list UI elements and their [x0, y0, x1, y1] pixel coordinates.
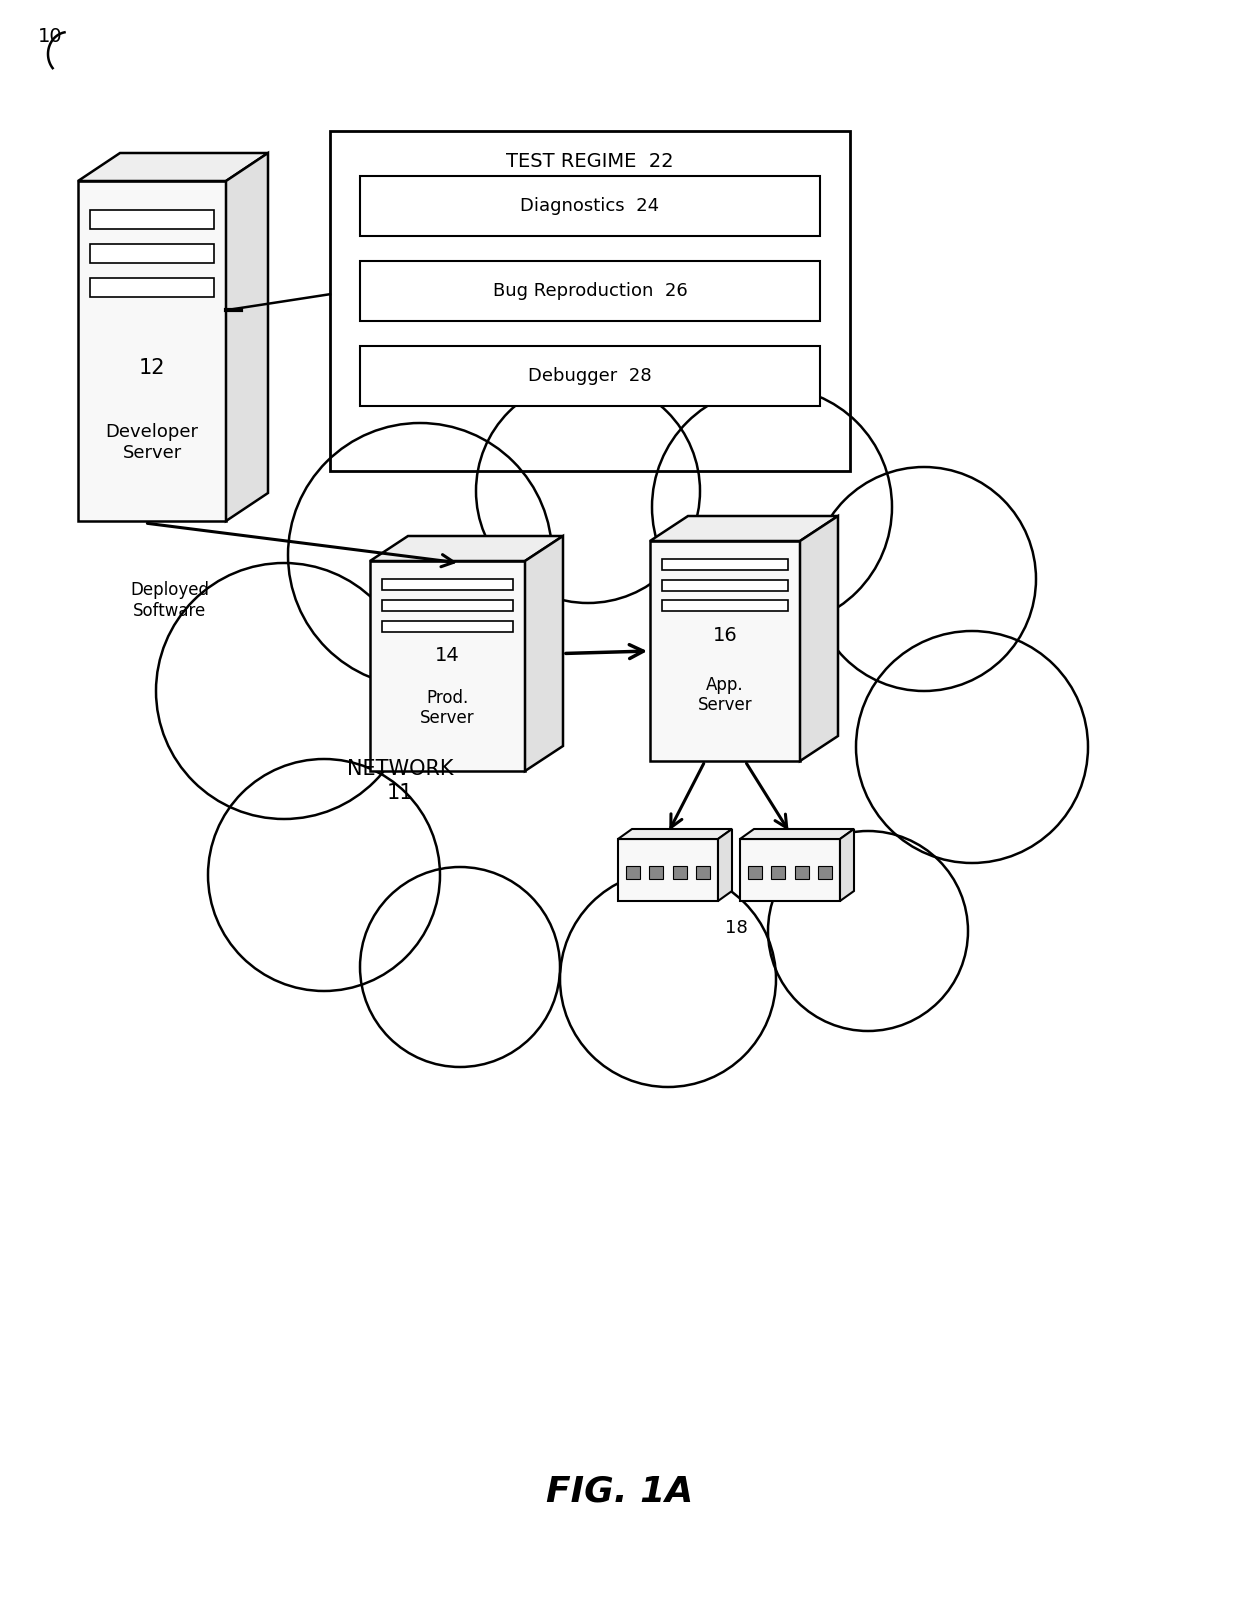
Circle shape: [360, 868, 560, 1066]
FancyBboxPatch shape: [771, 866, 785, 879]
FancyBboxPatch shape: [662, 559, 787, 570]
Circle shape: [652, 387, 892, 628]
Text: 10: 10: [38, 27, 63, 45]
Text: Prod.
Server: Prod. Server: [420, 688, 475, 727]
Circle shape: [560, 871, 776, 1087]
Text: 16: 16: [713, 626, 738, 645]
Polygon shape: [618, 829, 732, 839]
Polygon shape: [740, 839, 839, 901]
Text: Debugger  28: Debugger 28: [528, 367, 652, 384]
Text: TEST REGIME  22: TEST REGIME 22: [506, 152, 673, 170]
Polygon shape: [370, 560, 525, 772]
Circle shape: [856, 631, 1087, 863]
Text: FIG. 1A: FIG. 1A: [547, 1475, 693, 1508]
Polygon shape: [226, 154, 268, 520]
Circle shape: [768, 831, 968, 1031]
FancyBboxPatch shape: [382, 621, 512, 632]
Polygon shape: [78, 181, 226, 520]
Text: 18: 18: [724, 919, 748, 937]
Circle shape: [156, 564, 412, 820]
FancyBboxPatch shape: [748, 866, 761, 879]
Circle shape: [812, 467, 1035, 692]
Polygon shape: [650, 516, 838, 541]
Text: 14: 14: [435, 645, 460, 664]
Polygon shape: [800, 516, 838, 760]
FancyBboxPatch shape: [89, 279, 215, 296]
FancyBboxPatch shape: [795, 866, 808, 879]
FancyBboxPatch shape: [662, 580, 787, 591]
Circle shape: [208, 759, 440, 991]
FancyBboxPatch shape: [89, 210, 215, 229]
Polygon shape: [718, 829, 732, 901]
FancyBboxPatch shape: [626, 866, 640, 879]
Text: Deployed
Software: Deployed Software: [130, 581, 210, 620]
Text: 12: 12: [139, 359, 165, 378]
FancyBboxPatch shape: [360, 261, 820, 320]
FancyBboxPatch shape: [818, 866, 832, 879]
Text: Diagnostics  24: Diagnostics 24: [521, 197, 660, 215]
Polygon shape: [650, 541, 800, 760]
Circle shape: [340, 451, 900, 1010]
Polygon shape: [740, 829, 854, 839]
FancyBboxPatch shape: [89, 245, 215, 263]
Circle shape: [476, 379, 701, 604]
Text: Developer
Server: Developer Server: [105, 423, 198, 463]
Circle shape: [288, 423, 552, 687]
Polygon shape: [618, 839, 718, 901]
Polygon shape: [78, 154, 268, 181]
FancyBboxPatch shape: [330, 131, 849, 471]
FancyBboxPatch shape: [697, 866, 711, 879]
Text: App.
Server: App. Server: [698, 676, 753, 714]
Text: NETWORK
11: NETWORK 11: [347, 759, 454, 802]
FancyBboxPatch shape: [360, 346, 820, 407]
FancyBboxPatch shape: [382, 580, 512, 591]
Polygon shape: [525, 536, 563, 772]
FancyBboxPatch shape: [382, 600, 512, 612]
Polygon shape: [370, 536, 563, 560]
FancyBboxPatch shape: [673, 866, 687, 879]
Text: Bug Reproduction  26: Bug Reproduction 26: [492, 282, 687, 299]
FancyBboxPatch shape: [360, 176, 820, 235]
Polygon shape: [839, 829, 854, 901]
FancyBboxPatch shape: [650, 866, 663, 879]
FancyBboxPatch shape: [662, 600, 787, 612]
